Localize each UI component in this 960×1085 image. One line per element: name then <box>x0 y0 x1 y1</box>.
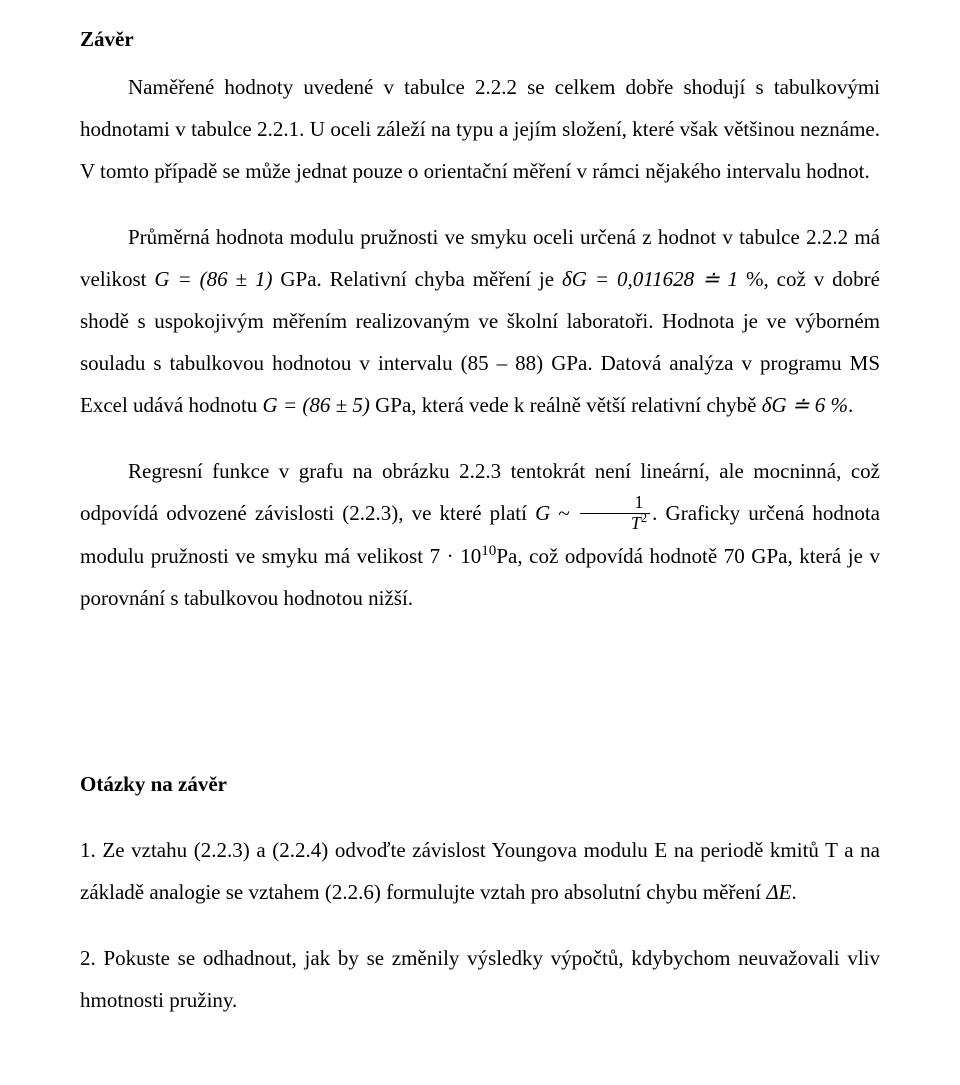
math-fraction-numerator: 1 <box>580 494 650 514</box>
text-run: 7 · 10 <box>430 544 482 568</box>
question-block-2: 2. Pokuste se odhadnout, jak by se změni… <box>80 937 880 1021</box>
text-run: GPa, která vede k reálně větší relativní… <box>370 393 762 417</box>
paragraph-block-1: Naměřené hodnoty uvedené v tabulce 2.2.2… <box>80 66 880 192</box>
math-value: 7 · 1010Pa <box>430 544 518 568</box>
math-expression-G2: G = (86 ± 5) <box>263 393 370 417</box>
text-run: ~ <box>550 501 578 525</box>
vertical-spacer <box>80 811 880 829</box>
text-run: . <box>792 880 797 904</box>
math-unit: Pa <box>496 544 517 568</box>
paragraph-2: Průměrná hodnota modulu pružnosti ve smy… <box>80 216 880 426</box>
paragraph-block-3: Regresní funkce v grafu na obrázku 2.2.3… <box>80 450 880 619</box>
question-2: 2. Pokuste se odhadnout, jak by se změni… <box>80 937 880 1021</box>
math-exponent: 2 <box>641 511 647 525</box>
math-expression-deltaG2: δG ≐ 6 % <box>762 393 848 417</box>
question-block-1: 1. Ze vztahu (2.2.3) a (2.2.4) odvoďte z… <box>80 829 880 913</box>
math-fraction-denominator: T2 <box>580 514 650 533</box>
section-heading-zaver: Závěr <box>80 18 880 60</box>
text-run: . <box>848 393 853 417</box>
question-1: 1. Ze vztahu (2.2.3) a (2.2.4) odvoďte z… <box>80 829 880 913</box>
paragraph-3: Regresní funkce v grafu na obrázku 2.2.3… <box>80 450 880 619</box>
math-expression-G1: G = (86 ± 1) <box>154 267 272 291</box>
vertical-spacer <box>80 643 880 763</box>
document-page: Závěr Naměřené hodnoty uvedené v tabulce… <box>0 0 960 1085</box>
paragraph-block-2: Průměrná hodnota modulu pružnosti ve smy… <box>80 216 880 426</box>
math-symbol-G: G <box>535 501 550 525</box>
math-fraction: 1T2 <box>580 494 650 533</box>
math-symbol-T: T <box>631 513 641 533</box>
text-run: 1. Ze vztahu (2.2.3) a (2.2.4) odvoďte z… <box>80 838 880 904</box>
paragraph-1: Naměřené hodnoty uvedené v tabulce 2.2.2… <box>80 66 880 192</box>
text-run: GPa. Relativní chyba měření je <box>272 267 562 291</box>
math-expression-deltaG1: δG = 0,011628 ≐ 1 <box>562 267 738 291</box>
math-exponent: 10 <box>481 543 496 559</box>
section-heading-otazky: Otázky na závěr <box>80 763 880 805</box>
math-expression-deltaE: ΔE <box>766 880 791 904</box>
